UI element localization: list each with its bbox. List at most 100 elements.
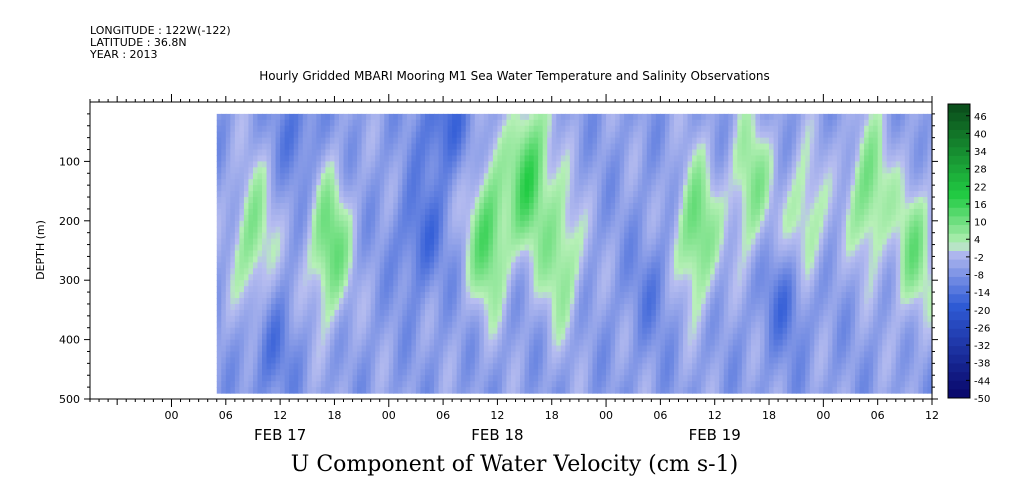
- heatmap-cell: [483, 137, 489, 145]
- heatmap-cell: [569, 381, 575, 388]
- heatmap-cell: [420, 327, 426, 335]
- heatmap-cell: [275, 339, 281, 347]
- heatmap-cell: [538, 250, 544, 258]
- heatmap-cell: [683, 167, 689, 174]
- heatmap-cell: [452, 327, 458, 335]
- heatmap-cell: [234, 167, 240, 174]
- heatmap-cell: [234, 185, 240, 192]
- heatmap-cell: [348, 262, 354, 269]
- heatmap-cell: [520, 197, 526, 204]
- heatmap-cell: [452, 262, 458, 269]
- heatmap-cell: [243, 161, 250, 168]
- heatmap-cell: [560, 274, 566, 281]
- heatmap-cell: [311, 125, 317, 133]
- heatmap-cell: [646, 256, 652, 263]
- heatmap-cell: [424, 381, 431, 388]
- heatmap-cell: [479, 131, 485, 139]
- heatmap-cell: [252, 197, 259, 204]
- heatmap-cell: [280, 351, 286, 359]
- heatmap-cell: [343, 375, 349, 382]
- heatmap-cell: [375, 155, 381, 162]
- heatmap-cell: [578, 226, 585, 234]
- heatmap-cell: [592, 161, 598, 168]
- heatmap-cell: [329, 191, 336, 198]
- heatmap-cell: [597, 119, 603, 127]
- heatmap-cell: [542, 149, 548, 157]
- heatmap-cell: [506, 125, 512, 133]
- heatmap-cell: [438, 315, 444, 323]
- heatmap-cell: [393, 315, 399, 323]
- heatmap-cell: [415, 339, 422, 347]
- heatmap-cell: [280, 262, 286, 269]
- heatmap-cell: [470, 131, 476, 139]
- heatmap-cell: [456, 226, 462, 234]
- heatmap-cell: [660, 131, 666, 139]
- heatmap-cell: [515, 161, 521, 168]
- heatmap-cell: [447, 238, 453, 246]
- heatmap-cell: [615, 268, 621, 275]
- heatmap-cell: [678, 387, 684, 394]
- heatmap-cell: [343, 363, 349, 370]
- heatmap-cell: [280, 357, 286, 364]
- heatmap-cell: [556, 185, 562, 192]
- heatmap-cell: [547, 161, 553, 168]
- heatmap-cell: [556, 131, 562, 139]
- heatmap-cell: [402, 244, 408, 252]
- heatmap-cell: [560, 202, 566, 210]
- heatmap-cell: [529, 280, 535, 287]
- heatmap-cell: [560, 309, 566, 317]
- heatmap-cell: [239, 137, 245, 145]
- heatmap-cell: [452, 333, 458, 341]
- heatmap-cell: [379, 256, 385, 263]
- heatmap-cell: [230, 244, 236, 252]
- heatmap-cell: [434, 321, 440, 329]
- heatmap-cell: [655, 292, 661, 299]
- heatmap-cell: [583, 250, 589, 258]
- heatmap-cell: [529, 327, 535, 335]
- heatmap-cell: [692, 256, 698, 263]
- heatmap-cell: [243, 357, 250, 364]
- heatmap-cell: [284, 381, 290, 388]
- heatmap-cell: [660, 387, 666, 394]
- heatmap-cell: [610, 208, 616, 216]
- heatmap-cell: [660, 321, 666, 329]
- heatmap-cell: [501, 149, 508, 157]
- heatmap-cell: [456, 167, 462, 174]
- heatmap-cell: [293, 262, 299, 269]
- heatmap-cell: [565, 351, 571, 359]
- heatmap-cell: [538, 256, 544, 263]
- heatmap-cell: [361, 238, 367, 246]
- heatmap-cell: [673, 339, 680, 347]
- heatmap-cell: [243, 173, 250, 180]
- heatmap-cell: [696, 125, 702, 133]
- heatmap-cell: [651, 250, 657, 258]
- heatmap-cell: [461, 309, 467, 317]
- longitude-label: LONGITUDE : 122W(-122): [90, 24, 231, 37]
- heatmap-cell: [338, 292, 345, 299]
- heatmap-cell: [619, 149, 625, 157]
- heatmap-cell: [302, 274, 308, 281]
- heatmap-cell: [587, 339, 594, 347]
- heatmap-cell: [252, 119, 259, 127]
- heatmap-cell: [320, 173, 326, 180]
- heatmap-cell: [669, 381, 675, 388]
- heatmap-cell: [307, 274, 313, 281]
- heatmap-cell: [624, 339, 630, 347]
- heatmap-cell: [320, 167, 326, 174]
- heatmap-cell: [574, 185, 580, 192]
- heatmap-cell: [320, 357, 326, 364]
- heatmap-cell: [551, 333, 557, 341]
- heatmap-cell: [262, 298, 268, 305]
- heatmap-cell: [474, 173, 480, 180]
- heatmap-cell: [375, 262, 381, 269]
- heatmap-cell: [397, 292, 403, 299]
- heatmap-cell: [284, 167, 290, 174]
- heatmap-cell: [669, 202, 675, 210]
- heatmap-cell: [610, 131, 616, 139]
- heatmap-cell: [370, 173, 376, 180]
- heatmap-cell: [506, 298, 512, 305]
- heatmap-cell: [506, 309, 512, 317]
- heatmap-cell: [262, 292, 268, 299]
- heatmap-cell: [479, 185, 485, 192]
- heatmap-cell: [343, 232, 349, 240]
